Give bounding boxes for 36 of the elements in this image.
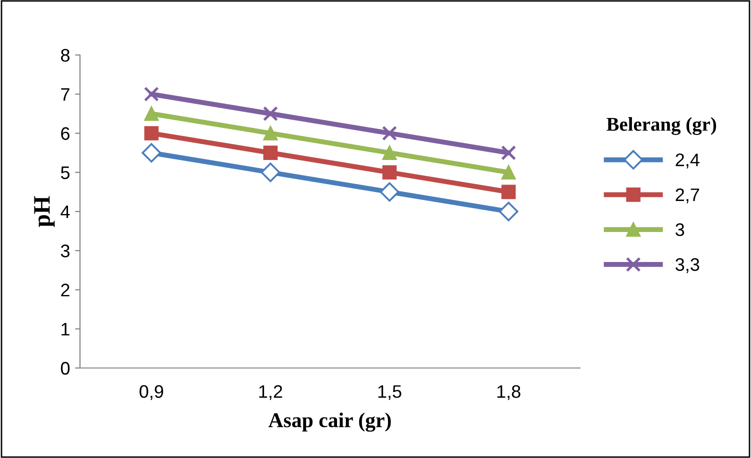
y-tick-label: 2 xyxy=(61,284,70,296)
point xyxy=(142,143,162,163)
y-tick-label: 5 xyxy=(60,166,70,180)
x-axis-title: Asap cair (gr) xyxy=(268,412,391,432)
point xyxy=(263,146,278,160)
point xyxy=(144,126,159,140)
point xyxy=(501,184,516,200)
y-tick-label: 7 xyxy=(61,88,70,101)
point xyxy=(382,165,397,180)
y-tick-label: 1 xyxy=(62,322,70,336)
legend-label: 3 xyxy=(676,223,684,236)
point xyxy=(382,126,398,141)
point xyxy=(382,146,397,160)
legend-title: Belerang (gr) xyxy=(606,117,716,135)
point xyxy=(260,162,280,182)
legend-label: 2,7 xyxy=(676,188,700,204)
point xyxy=(144,106,159,121)
y-tick-label: 4 xyxy=(60,206,70,218)
x-tick-label: 0,9 xyxy=(140,385,164,400)
y-tick-label: 0 xyxy=(60,362,70,375)
point xyxy=(501,165,516,180)
point xyxy=(262,106,278,122)
point xyxy=(263,126,278,140)
point xyxy=(501,145,516,160)
x-tick-label: 1,8 xyxy=(497,385,520,400)
point xyxy=(144,86,159,102)
x-tick-label: 1,5 xyxy=(378,385,402,400)
x-tick-label: 1,2 xyxy=(259,385,282,400)
legend-label: 2,4 xyxy=(676,154,700,168)
y-tick-label: 6 xyxy=(61,127,70,140)
point xyxy=(498,202,518,222)
legend-label: 3,3 xyxy=(676,258,700,274)
point xyxy=(380,182,400,202)
y-tick-label: 3 xyxy=(60,244,70,258)
y-axis-title: pH xyxy=(34,196,55,227)
y-tick-label: 8 xyxy=(61,48,70,62)
